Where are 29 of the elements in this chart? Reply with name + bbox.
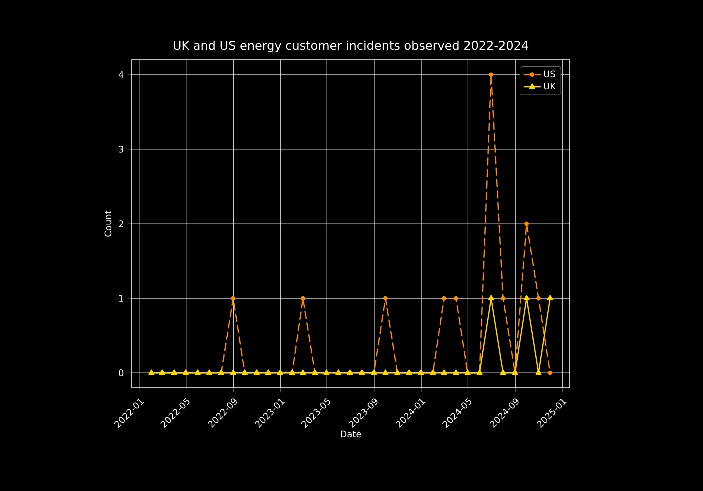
x-axis-title: Date: [341, 430, 362, 438]
point: [300, 370, 306, 376]
y-tick-label: 3: [119, 146, 124, 153]
point: [489, 72, 494, 78]
point: [441, 370, 448, 376]
point: [536, 296, 541, 301]
y-tick-label: 4: [118, 72, 124, 78]
point: [230, 370, 236, 376]
point: [442, 296, 447, 301]
point: [300, 296, 306, 301]
point: [488, 295, 494, 301]
point: [231, 296, 236, 301]
point: [548, 370, 553, 376]
chart-title: UK and US energy customer incidents observed 2022-2024: [174, 40, 528, 52]
point: [384, 296, 388, 301]
point: [524, 222, 530, 226]
legend-label: UK: [544, 82, 556, 90]
y-axis-title: Count: [104, 210, 112, 237]
y-tick-label: 1: [119, 295, 124, 302]
legend-label: US: [544, 70, 556, 78]
point: [547, 295, 554, 301]
point: [454, 296, 458, 301]
point: [453, 370, 460, 376]
point: [500, 370, 506, 376]
point: [524, 295, 530, 301]
point: [382, 370, 389, 376]
point: [501, 296, 506, 301]
y-tick-label: 0: [119, 370, 124, 376]
y-tick-label: 2: [119, 220, 124, 228]
